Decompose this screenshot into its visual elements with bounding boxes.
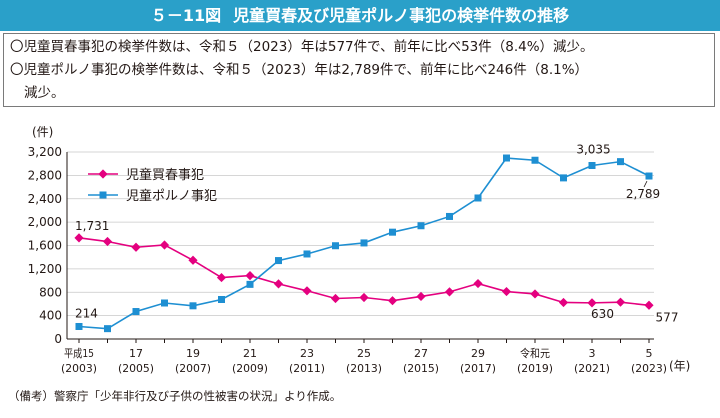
x-tick-label-era: 5 [646,347,653,360]
x-tick-label-era: 19 [186,347,200,360]
x-tick-label-year: (2005) [118,363,154,375]
x-tick-label-era: 3 [589,347,596,360]
data-point-0 [302,286,312,296]
y-tick-label: 0 [54,332,62,346]
data-point-0 [216,272,227,283]
x-tick-label-era: 令和元 [520,346,550,360]
summary-box: 〇児童買春事犯の検挙件数は、令和５（2023）年は577件で、前年に比べ53件（… [3,33,715,107]
data-point-0 [416,291,426,302]
x-tick-label-year: (2021) [574,363,610,375]
data-point-1 [446,212,453,220]
x-tick-label-year: (2015) [403,363,439,375]
x-tick-label-era: 27 [414,347,428,360]
x-tick-label-year: (2007) [175,363,211,375]
x-tick-label-year: (2019) [517,363,553,375]
figure-title-bar: ５－11図 児童買春及び児童ポルノ事犯の検挙件数の推移 [0,0,720,31]
x-tick-label-era: 17 [129,347,143,360]
data-label: 2,789 [626,187,660,201]
source-note: （備考）警察庁「少年非行及び子供の性被害の状況」より作成。 [8,389,342,403]
figure-title: 児童買春及び児童ポルノ事犯の検挙件数の推移 [233,6,570,25]
x-axis-unit: (年) [669,359,690,373]
x-tick-label-era: 平成15 [64,347,94,360]
data-point-1 [617,158,624,166]
data-point-0 [558,297,569,308]
data-label: 577 [656,310,679,324]
data-point-1 [417,222,425,230]
data-point-1 [75,322,83,330]
x-tick-label-year: (2009) [232,363,268,375]
summary-line-1: 〇児童買春事犯の検挙件数は、令和５（2023）年は577件で、前年に比べ53件（… [10,39,594,55]
data-point-1 [503,154,510,162]
y-tick-label: 2,800 [28,168,62,182]
data-point-0 [102,236,113,247]
legend-label-0: 児童買春事犯 [126,167,204,183]
data-point-1 [161,299,168,307]
data-point-1 [560,174,567,182]
data-point-1 [275,257,282,265]
data-point-1 [246,280,254,288]
data-point-1 [189,302,197,310]
x-tick-label-era: 25 [357,347,371,360]
data-point-0 [444,287,455,297]
y-tick-label: 1,600 [28,239,62,253]
data-point-1 [588,161,596,169]
data-point-0 [74,233,84,243]
legend-label-1: 児童ポルノ事犯 [126,188,217,204]
data-point-0 [273,279,284,289]
data-point-1 [303,250,311,258]
y-tick-label: 1,200 [28,262,62,276]
data-point-0 [530,289,540,299]
data-point-0 [330,293,341,304]
x-tick-label-year: (2017) [460,363,496,375]
data-point-1 [645,172,653,180]
figure-number: ５－11図 [150,6,222,25]
data-point-0 [587,298,597,308]
legend-marker-1 [99,191,107,199]
data-point-0 [188,255,198,265]
data-point-0 [501,286,512,297]
x-tick-label-era: 29 [471,347,485,360]
y-tick-label: 800 [39,285,62,299]
data-point-0 [131,242,141,252]
data-point-0 [359,292,369,303]
data-point-1 [218,295,225,303]
data-point-1 [132,308,140,316]
legend-marker-0 [98,169,108,179]
data-point-1 [531,156,539,164]
y-axis-unit: (件) [32,125,53,139]
x-tick-label-year: (2003) [61,363,97,375]
data-label: 3,035 [576,143,610,157]
data-point-1 [332,242,339,250]
data-point-0 [387,296,398,306]
data-label: 630 [591,307,614,321]
y-tick-label: 2,000 [28,215,62,229]
summary-line-2: 〇児童ポルノ事犯の検挙件数は、令和５（2023）年は2,789件で、前年に比べ2… [10,62,589,78]
data-label: 214 [75,306,98,320]
data-point-0 [245,270,255,281]
data-point-1 [104,325,111,333]
y-tick-label: 2,400 [28,192,62,206]
data-point-0 [615,297,626,307]
y-tick-label: 3,200 [28,145,62,159]
data-point-0 [159,240,170,250]
data-label-leader [643,180,648,188]
data-point-1 [360,239,368,247]
data-label: 1,731 [75,219,109,233]
x-tick-label-year: (2011) [289,363,325,375]
summary-line-3: 減少。 [24,85,65,101]
data-point-0 [473,278,483,289]
x-tick-label-era: 21 [243,347,257,360]
x-tick-label-era: 23 [300,347,314,360]
y-tick-label: 400 [39,309,62,323]
x-tick-label-year: (2013) [346,363,382,375]
x-tick-label-year: (2023) [631,363,667,375]
data-point-0 [644,300,654,310]
data-point-1 [474,194,482,202]
data-point-1 [389,228,396,236]
